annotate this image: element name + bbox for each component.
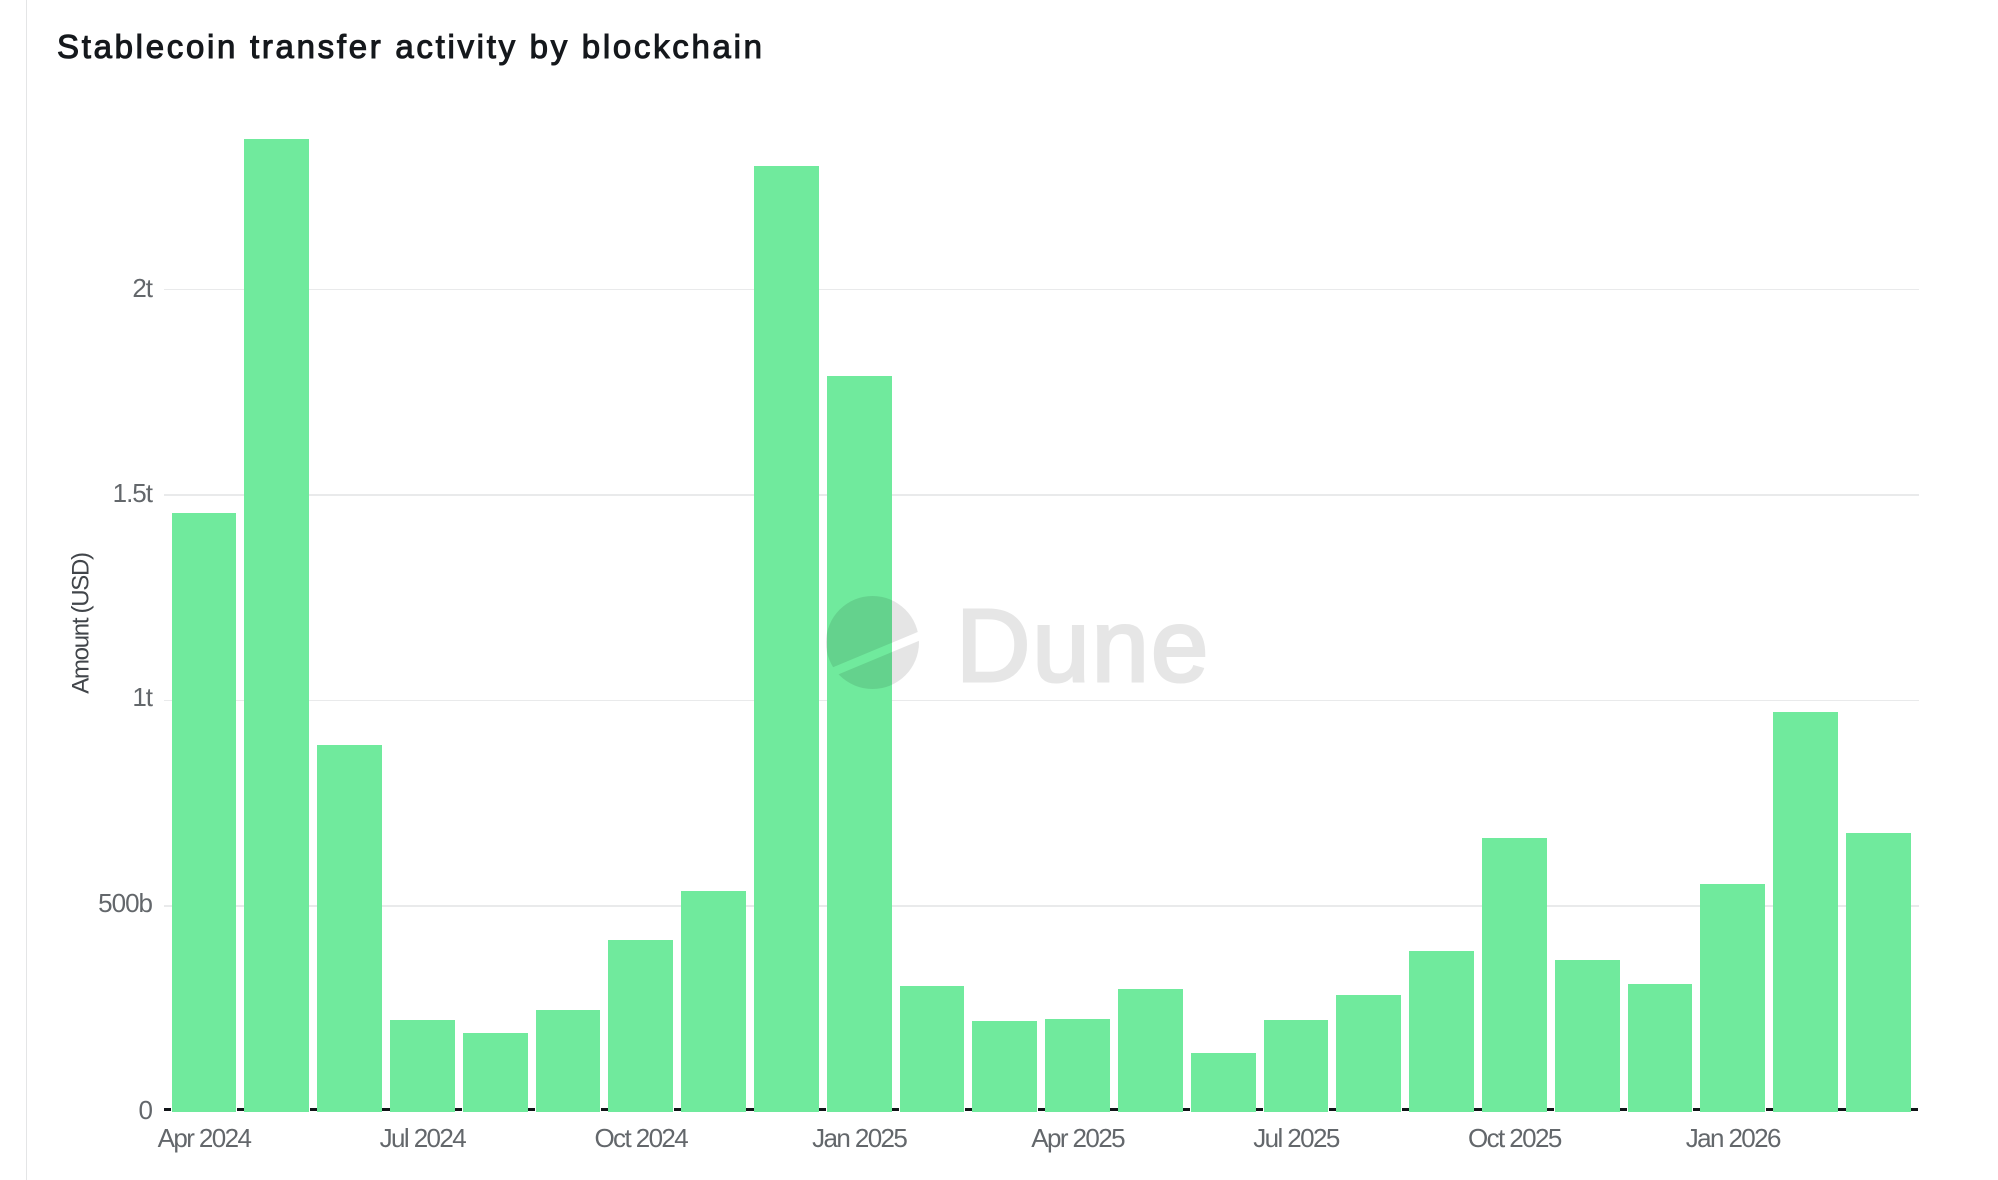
svg-text:Dune: Dune (956, 588, 1210, 703)
